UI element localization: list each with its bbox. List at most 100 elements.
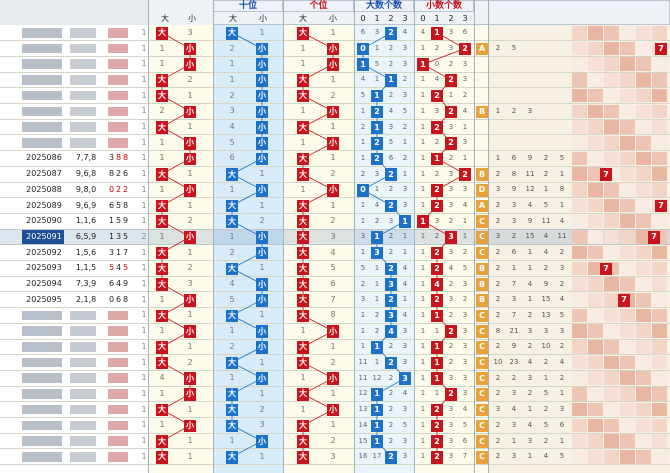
big-count-miss: 2 bbox=[388, 389, 394, 398]
small-count-hit: 1 bbox=[431, 372, 443, 386]
trend-left-miss-count: 2 bbox=[187, 263, 193, 273]
column-separator bbox=[213, 0, 214, 473]
tens-miss-count: 1 bbox=[229, 184, 235, 194]
big-count-miss: 1 bbox=[402, 169, 408, 178]
distribution-value: 1 bbox=[527, 248, 533, 257]
trend-left-miss-count: 1 bbox=[159, 43, 165, 53]
blurred-cell bbox=[620, 230, 635, 244]
column-separator bbox=[414, 0, 415, 473]
big-count-miss: 1 bbox=[402, 295, 408, 304]
blurred-cell bbox=[652, 402, 667, 417]
trend-left-miss-count: 1 bbox=[187, 436, 193, 446]
distribution-value: 1 bbox=[527, 295, 533, 304]
small-count-hit: 2 bbox=[445, 136, 457, 150]
blurred-cell bbox=[572, 41, 587, 56]
big-count-miss: 1 bbox=[374, 358, 380, 367]
blurred-cell bbox=[620, 340, 635, 354]
blurred-digit-sum bbox=[70, 75, 96, 85]
distribution-value: 3 bbox=[495, 232, 501, 241]
units-big-mark: 大 bbox=[297, 215, 309, 229]
trend-left-small-mark: 小 bbox=[184, 42, 196, 56]
blurred-cell bbox=[636, 245, 651, 260]
tens-miss-count: 1 bbox=[259, 263, 265, 273]
distribution-value: 1 bbox=[559, 201, 565, 210]
pattern-badge: B bbox=[476, 262, 488, 276]
blurred-cell bbox=[652, 261, 667, 276]
big-count-hit: 2 bbox=[385, 450, 397, 464]
units-miss-count: 4 bbox=[330, 247, 336, 257]
small-count-miss: 6 bbox=[462, 436, 468, 445]
blurred-issue-number bbox=[22, 90, 62, 101]
tens-small-mark: 小 bbox=[256, 293, 268, 307]
big-count-miss: 11 bbox=[358, 373, 368, 382]
big-count-miss: 2 bbox=[388, 185, 394, 194]
trend-left-miss-count: 1 bbox=[187, 341, 193, 351]
distribution-value: 2 bbox=[495, 263, 501, 272]
big-count-hit: 2 bbox=[385, 199, 397, 213]
small-count-hit: 2 bbox=[431, 199, 443, 213]
big-count-miss: 5 bbox=[388, 138, 394, 147]
big-count-hit: 1 bbox=[371, 388, 383, 401]
blurred-cell bbox=[604, 434, 619, 448]
distribution-value: 4 bbox=[543, 232, 549, 241]
big-count-hit: 2 bbox=[371, 152, 383, 166]
trend-left-miss-count: 4 bbox=[159, 373, 165, 383]
trend-left-big-mark: 大 bbox=[156, 309, 168, 323]
units-small-mark: 小 bbox=[327, 105, 339, 119]
distribution-value: 5 bbox=[559, 310, 565, 319]
row-divider bbox=[0, 385, 670, 387]
blurred-cell bbox=[604, 324, 619, 338]
column-separator bbox=[148, 0, 149, 473]
tens-miss-count: 1 bbox=[259, 169, 265, 179]
misc-value: 1 bbox=[141, 90, 147, 100]
row-divider bbox=[0, 118, 670, 120]
selected-issue-cell[interactable] bbox=[22, 230, 64, 244]
blurred-draw-number bbox=[108, 373, 128, 384]
distribution-value: 8 bbox=[511, 169, 517, 178]
blurred-cell bbox=[652, 308, 667, 323]
units-miss-count: 1 bbox=[330, 200, 336, 210]
big-count-hit: 1 bbox=[371, 419, 383, 433]
blurred-cell bbox=[620, 245, 635, 260]
big-count-miss: 1 bbox=[374, 44, 380, 53]
blurred-cell bbox=[636, 214, 651, 229]
units-miss-count: 5 bbox=[330, 263, 336, 273]
small-count-miss: 3 bbox=[462, 389, 468, 398]
row-divider bbox=[0, 165, 670, 167]
pattern-badge: C bbox=[476, 246, 488, 260]
trend-left-big-mark: 大 bbox=[156, 168, 168, 181]
distribution-hit: 7 bbox=[655, 42, 667, 56]
blurred-cell bbox=[636, 308, 651, 323]
tens-miss-count: 1 bbox=[229, 231, 235, 241]
small-count-miss: 1 bbox=[420, 44, 426, 53]
small-count-hit: 4 bbox=[431, 278, 443, 291]
big-count-hit: 1 bbox=[371, 435, 383, 448]
big-count-miss: 1 bbox=[360, 106, 366, 115]
blurred-cell bbox=[588, 340, 603, 354]
blurred-cell bbox=[620, 183, 635, 197]
big-count-miss: 1 bbox=[402, 232, 408, 241]
blurred-cell bbox=[604, 449, 619, 464]
small-count-hit: 2 bbox=[459, 42, 471, 56]
misc-value: 1 bbox=[141, 294, 147, 304]
blurred-digit-sum bbox=[70, 59, 96, 70]
small-count-hit: 2 bbox=[431, 89, 443, 103]
blurred-issue-number bbox=[22, 436, 62, 446]
blurred-cell bbox=[604, 104, 619, 119]
blurred-cell bbox=[636, 292, 651, 307]
big-count-miss: 2 bbox=[388, 44, 394, 53]
blurred-cell bbox=[588, 230, 603, 244]
big-count-miss: 12 bbox=[358, 389, 368, 398]
trend-left-big-mark: 大 bbox=[156, 215, 168, 229]
blurred-cell bbox=[572, 387, 587, 401]
big-count-hit: 0 bbox=[357, 184, 369, 197]
distribution-value: 11 bbox=[557, 232, 567, 241]
trend-left-miss-count: 1 bbox=[159, 231, 165, 241]
trend-left-big-mark: 大 bbox=[156, 403, 168, 417]
units-miss-count: 8 bbox=[330, 310, 336, 320]
small-count-hit: 2 bbox=[431, 184, 443, 197]
draw-digit: 5 bbox=[122, 263, 129, 273]
blurred-cell bbox=[604, 371, 619, 386]
big-count-hit: 3 bbox=[385, 278, 397, 291]
